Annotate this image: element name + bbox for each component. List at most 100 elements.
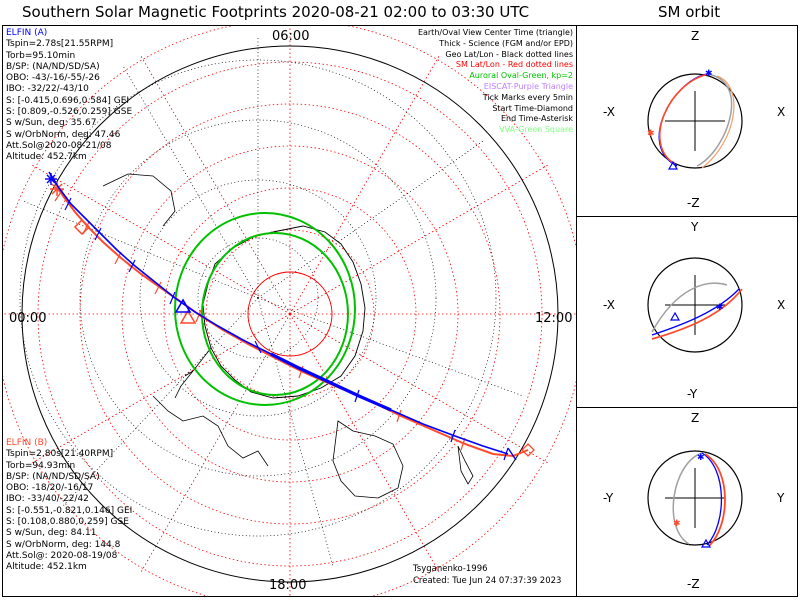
svg-text:✱: ✱ xyxy=(697,453,705,463)
elfin-b-spin: Tspin=2.80s[21.40RPM] xyxy=(6,449,114,460)
legend-start-time: Start Time-Diamond xyxy=(492,103,573,113)
orbit-yz-right: Y xyxy=(776,491,785,505)
elfin-a-obo: OBO: -43/-16/-55/-26 xyxy=(6,73,100,84)
elfin-a-orbit-period: Torb=95.10min xyxy=(6,50,76,61)
elfin-b-bsp: B/SP: (NA/ND/SD/SA) xyxy=(6,471,100,482)
elfin-b-orbnorm-angle: S w/OrbNorm, deg: 144.8 xyxy=(6,539,121,550)
footprint-map-panel: 06:00 00:00 12:00 18:00 ELFIN (A) Tspin=… xyxy=(2,25,577,597)
sm-lon-line xyxy=(289,55,440,315)
svg-text:✱: ✱ xyxy=(716,303,724,313)
elfin-b-end-diamond xyxy=(521,443,535,457)
elfin-b-obo: OBO: -18/20/-16/17 xyxy=(6,483,94,494)
south-america-coastline xyxy=(152,395,269,467)
elfin-a-info: ELFIN (A) Tspin=2.78s[21.55RPM] Torb=95.… xyxy=(6,28,132,164)
legend: Earth/Oval View Center Time (triangle) T… xyxy=(418,28,573,136)
orbit-yz-top: Z xyxy=(691,411,699,425)
elfin-b-ticks xyxy=(54,188,466,451)
orbit-xy-left: -X xyxy=(603,298,615,312)
elfin-a-attitude-sol: Att.Sol@2020-08-21/08 xyxy=(6,140,112,151)
geo-lon-line xyxy=(257,140,484,299)
svg-text:✱: ✱ xyxy=(647,129,655,139)
legend-vva: VVA-Green Square xyxy=(499,125,573,135)
orbit-panel-yz: ✱ ✱ Z -Z -Y Y xyxy=(576,407,798,597)
elfin-a-label: ELFIN (A) xyxy=(6,28,48,38)
antarctic-peninsula xyxy=(174,347,212,399)
legend-thick-science: Thick - Science (FGM and/or EPD) xyxy=(439,38,573,48)
sm-lat-circle xyxy=(79,103,501,525)
elfin-a-center-triangle xyxy=(174,298,192,313)
orbit-panel-xz: ✱ ✱ Z -Z -X X xyxy=(576,25,798,217)
legend-tick-marks: Tick Marks every 5min xyxy=(482,92,573,102)
geo-lon-line xyxy=(122,65,259,299)
elfin-a-spin: Tspin=2.78s[21.55RPM] xyxy=(6,39,114,50)
orbit-xy-top: Y xyxy=(690,220,699,234)
main-title: Southern Solar Magnetic Footprints 2020-… xyxy=(22,3,530,21)
elfin-a-start-asterisk xyxy=(45,173,57,185)
svg-text:✱: ✱ xyxy=(705,69,713,79)
orbit-yz-bottom: -Z xyxy=(687,577,700,591)
hour-label-bottom: 18:00 xyxy=(269,578,306,593)
sm-lon-line xyxy=(289,164,549,315)
elfin-a-spin-gse: S: [0.809,-0.526,0.259] GSE xyxy=(6,107,133,118)
orbit-xz-bottom: -Z xyxy=(687,196,700,210)
orbit-panel-xy: ✱ Y -Y -X X xyxy=(576,216,798,408)
hour-label-right: 12:00 xyxy=(535,311,572,326)
elfin-a-orbnorm-angle: S w/OrbNorm, deg: 47.46 xyxy=(6,129,121,140)
orbit-yz-left: -Y xyxy=(603,491,614,505)
geo-lon-line xyxy=(257,297,334,567)
svg-text:✱: ✱ xyxy=(673,519,681,529)
elfin-a-science-segment xyxy=(270,352,392,412)
auroral-ovals xyxy=(174,212,356,406)
credits: Tsyganenko-1996 Created: Tue Jun 24 07:3… xyxy=(413,563,561,587)
elfin-a-end-plus xyxy=(507,447,517,461)
orbit-plot-xz: ✱ ✱ Z -Z -X X xyxy=(603,29,785,210)
auroral-oval-inner xyxy=(201,232,349,396)
credits-created: Created: Tue Jun 24 07:37:39 2023 xyxy=(413,576,562,586)
elfin-b-track xyxy=(52,177,529,458)
elfin-a-bsp: B/SP: (NA/ND/SD/SA) xyxy=(6,61,100,72)
orbit-xy-right: X xyxy=(777,298,785,312)
elfin-b-center-triangle xyxy=(179,309,197,324)
orbit-plot-yz: ✱ ✱ Z -Z -Y Y xyxy=(603,411,785,591)
elfin-b-sun-angle: S w/Sun, deg: 84.11 xyxy=(6,528,97,539)
sm-lon-line xyxy=(140,313,291,573)
elfin-a-spin-gei: S: [-0.415,0.696,0.584] GEI xyxy=(6,95,130,106)
elfin-b-attitude-sol: Att.Sol@: 2020-08-19/08 xyxy=(6,550,118,561)
elfin-b-info: ELFIN (B) Tspin=2.80s[21.40RPM] Torb=94.… xyxy=(6,438,132,574)
elfin-b-spin-gse: S: [0.108,0.880,0.259] GSE xyxy=(6,517,129,528)
elfin-a-ibo: IBO: -32/22/-43/10 xyxy=(6,84,89,95)
elfin-b-start-asterisk xyxy=(50,182,64,196)
hour-label-left: 00:00 xyxy=(9,311,46,326)
footprint-map: 06:00 00:00 12:00 18:00 xyxy=(3,26,576,596)
sm-lon-line xyxy=(31,164,291,315)
geo-lon-line xyxy=(257,297,524,397)
orbit-xz-right: X xyxy=(777,105,785,119)
sm-lon-line xyxy=(31,313,291,464)
elfin-a-ticks xyxy=(64,197,509,461)
elfin-b-orbit-period: Torb=94.93min xyxy=(6,460,76,471)
elfin-b-square-marker xyxy=(73,218,91,236)
geo-grid xyxy=(19,36,524,567)
geo-lat-circle xyxy=(79,119,437,477)
antarctica-coastline xyxy=(202,225,366,399)
legend-sm-grid: SM Lat/Lon - Red dotted lines xyxy=(455,60,573,70)
legend-end-time: End Time-Asterisk xyxy=(500,114,573,124)
sm-lat-circle xyxy=(163,187,417,441)
legend-eiscat: EISCAT-Purple Triangle xyxy=(483,81,573,91)
elfin-b-ibo: IBO: -33/40/-22/42 xyxy=(6,494,89,505)
sm-pole-circle xyxy=(247,271,333,357)
elfin-a-altitude: Altitude: 452.7km xyxy=(6,152,87,163)
africa-coastline xyxy=(102,173,176,227)
elfin-a-sun-angle: S w/Sun, deg: 35.67 xyxy=(6,118,97,129)
sm-lon-line xyxy=(140,55,291,315)
elfin-b-spin-gei: S: [-0.551,-0.821,0.146] GEI xyxy=(6,505,133,516)
geo-lat-circle xyxy=(139,179,377,417)
legend-auroral-oval: Auroral Oval-Green, kp=2 xyxy=(469,71,573,81)
legend-view-center: Earth/Oval View Center Time (triangle) xyxy=(417,28,573,37)
orbit-xz-top: Z xyxy=(691,29,699,43)
elfin-b-label: ELFIN (B) xyxy=(6,438,48,448)
geo-lat-circle xyxy=(19,59,497,537)
elfin-b-altitude: Altitude: 452.1km xyxy=(6,562,87,573)
australia-coastline xyxy=(332,420,404,499)
elfin-a-track xyxy=(48,171,509,455)
